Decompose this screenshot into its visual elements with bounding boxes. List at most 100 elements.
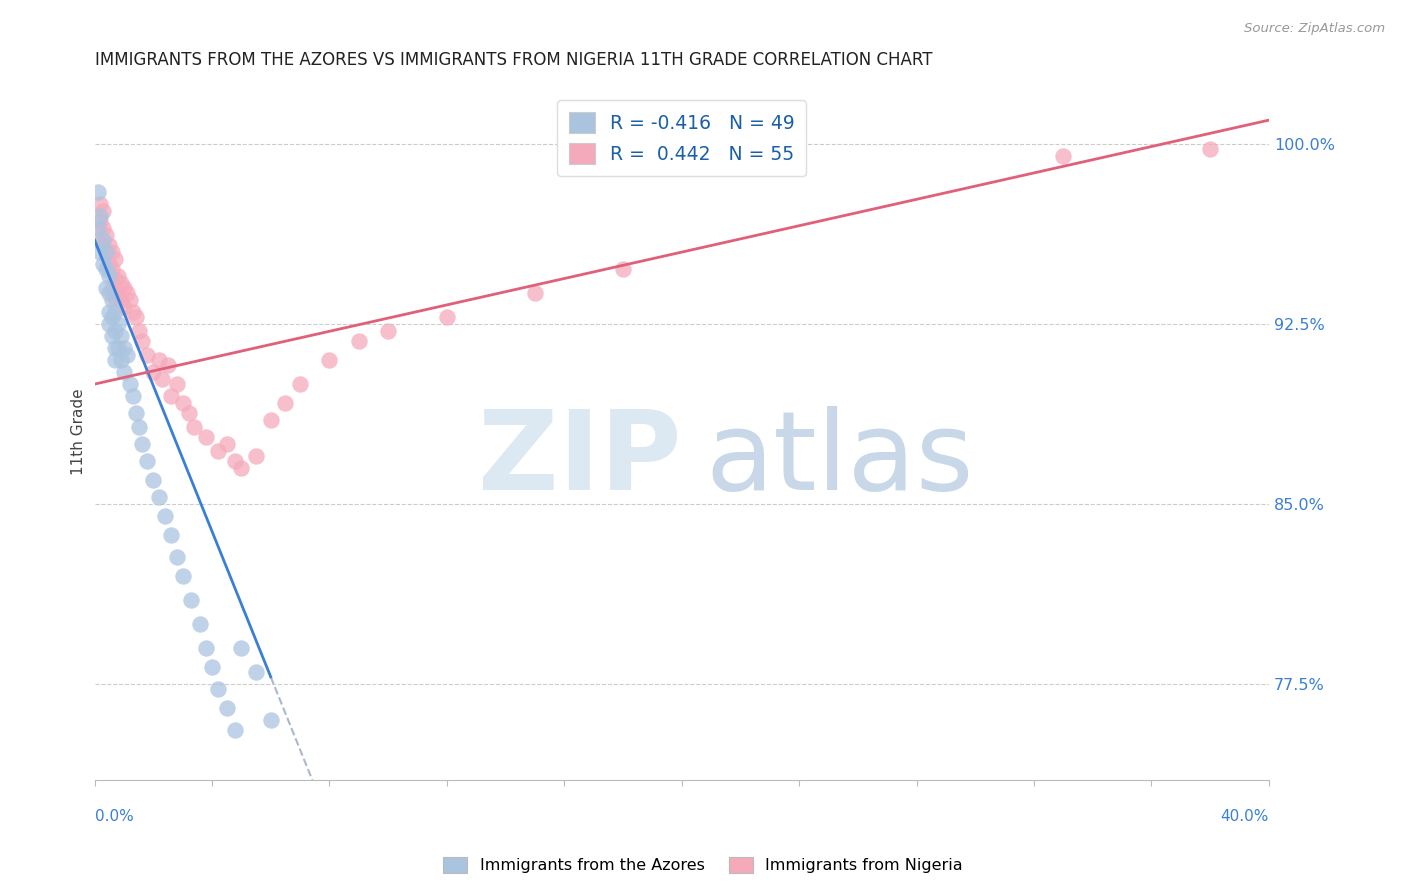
Point [260,413,283,427]
Text: atlas: atlas [706,407,974,514]
Point [96,245,118,260]
Point [110,293,132,307]
Point [172,569,194,583]
Point [104,324,127,338]
Y-axis label: 11th Grade: 11th Grade [72,389,86,475]
Point [93,257,115,271]
Point [110,329,132,343]
Point [207,681,229,696]
Point [1199,142,1222,156]
Point [166,549,188,564]
Point [98,238,121,252]
Point [436,310,458,324]
Point [104,291,127,305]
Point [104,341,127,355]
Point [172,396,194,410]
Point [93,233,115,247]
Point [150,372,173,386]
Point [124,406,146,420]
Point [166,377,188,392]
Point [93,238,115,252]
Point [1052,149,1074,163]
Point [112,365,135,379]
Point [101,281,124,295]
Point [207,444,229,458]
Point [89,245,111,260]
Point [98,269,121,284]
Point [107,269,129,284]
Point [89,197,111,211]
Point [153,509,176,524]
Point [377,324,399,338]
Point [104,271,127,285]
Point [188,617,211,632]
Point [98,257,121,271]
Point [201,660,224,674]
Point [183,420,205,434]
Point [131,334,153,348]
Point [180,593,202,607]
Point [118,293,141,307]
Text: IMMIGRANTS FROM THE AZORES VS IMMIGRANTS FROM NIGERIA 11TH GRADE CORRELATION CHA: IMMIGRANTS FROM THE AZORES VS IMMIGRANTS… [94,51,932,69]
Point [215,437,238,451]
Point [288,377,311,392]
Point [98,305,121,319]
Point [93,221,115,235]
Point [118,377,141,392]
Point [101,310,124,324]
Point [112,281,135,295]
Point [177,406,200,420]
Point [160,528,183,542]
Point [107,341,129,355]
Point [148,490,170,504]
Point [347,334,370,348]
Point [89,209,111,223]
Point [612,261,634,276]
Point [142,365,165,379]
Point [136,454,159,468]
Point [101,261,124,276]
Point [224,723,246,737]
Point [115,285,138,300]
Point [101,245,124,260]
Point [245,449,267,463]
Point [195,641,218,656]
Point [101,329,124,343]
Point [96,281,118,295]
Point [318,353,340,368]
Point [523,285,546,300]
Point [128,420,150,434]
Point [112,301,135,315]
Point [96,228,118,243]
Point [215,701,238,715]
Point [148,353,170,368]
Point [96,245,118,260]
Text: 0.0%: 0.0% [94,809,134,824]
Legend: R = -0.416   N = 49, R =  0.442   N = 55: R = -0.416 N = 49, R = 0.442 N = 55 [558,101,806,176]
Point [115,348,138,362]
Point [260,713,283,727]
Point [107,285,129,300]
Point [96,261,118,276]
Point [142,473,165,487]
Text: ZIP: ZIP [478,407,682,514]
Point [104,353,127,368]
Point [86,233,108,247]
Point [121,389,143,403]
Point [231,641,253,656]
Point [86,221,108,235]
Point [124,310,146,324]
Point [101,293,124,307]
Point [128,324,150,338]
Point [131,437,153,451]
Legend: Immigrants from the Azores, Immigrants from Nigeria: Immigrants from the Azores, Immigrants f… [437,850,969,880]
Point [104,305,127,319]
Point [136,348,159,362]
Point [98,285,121,300]
Point [107,317,129,331]
Text: Source: ZipAtlas.com: Source: ZipAtlas.com [1244,22,1385,36]
Point [98,317,121,331]
Point [195,430,218,444]
Point [89,214,111,228]
Point [121,305,143,319]
